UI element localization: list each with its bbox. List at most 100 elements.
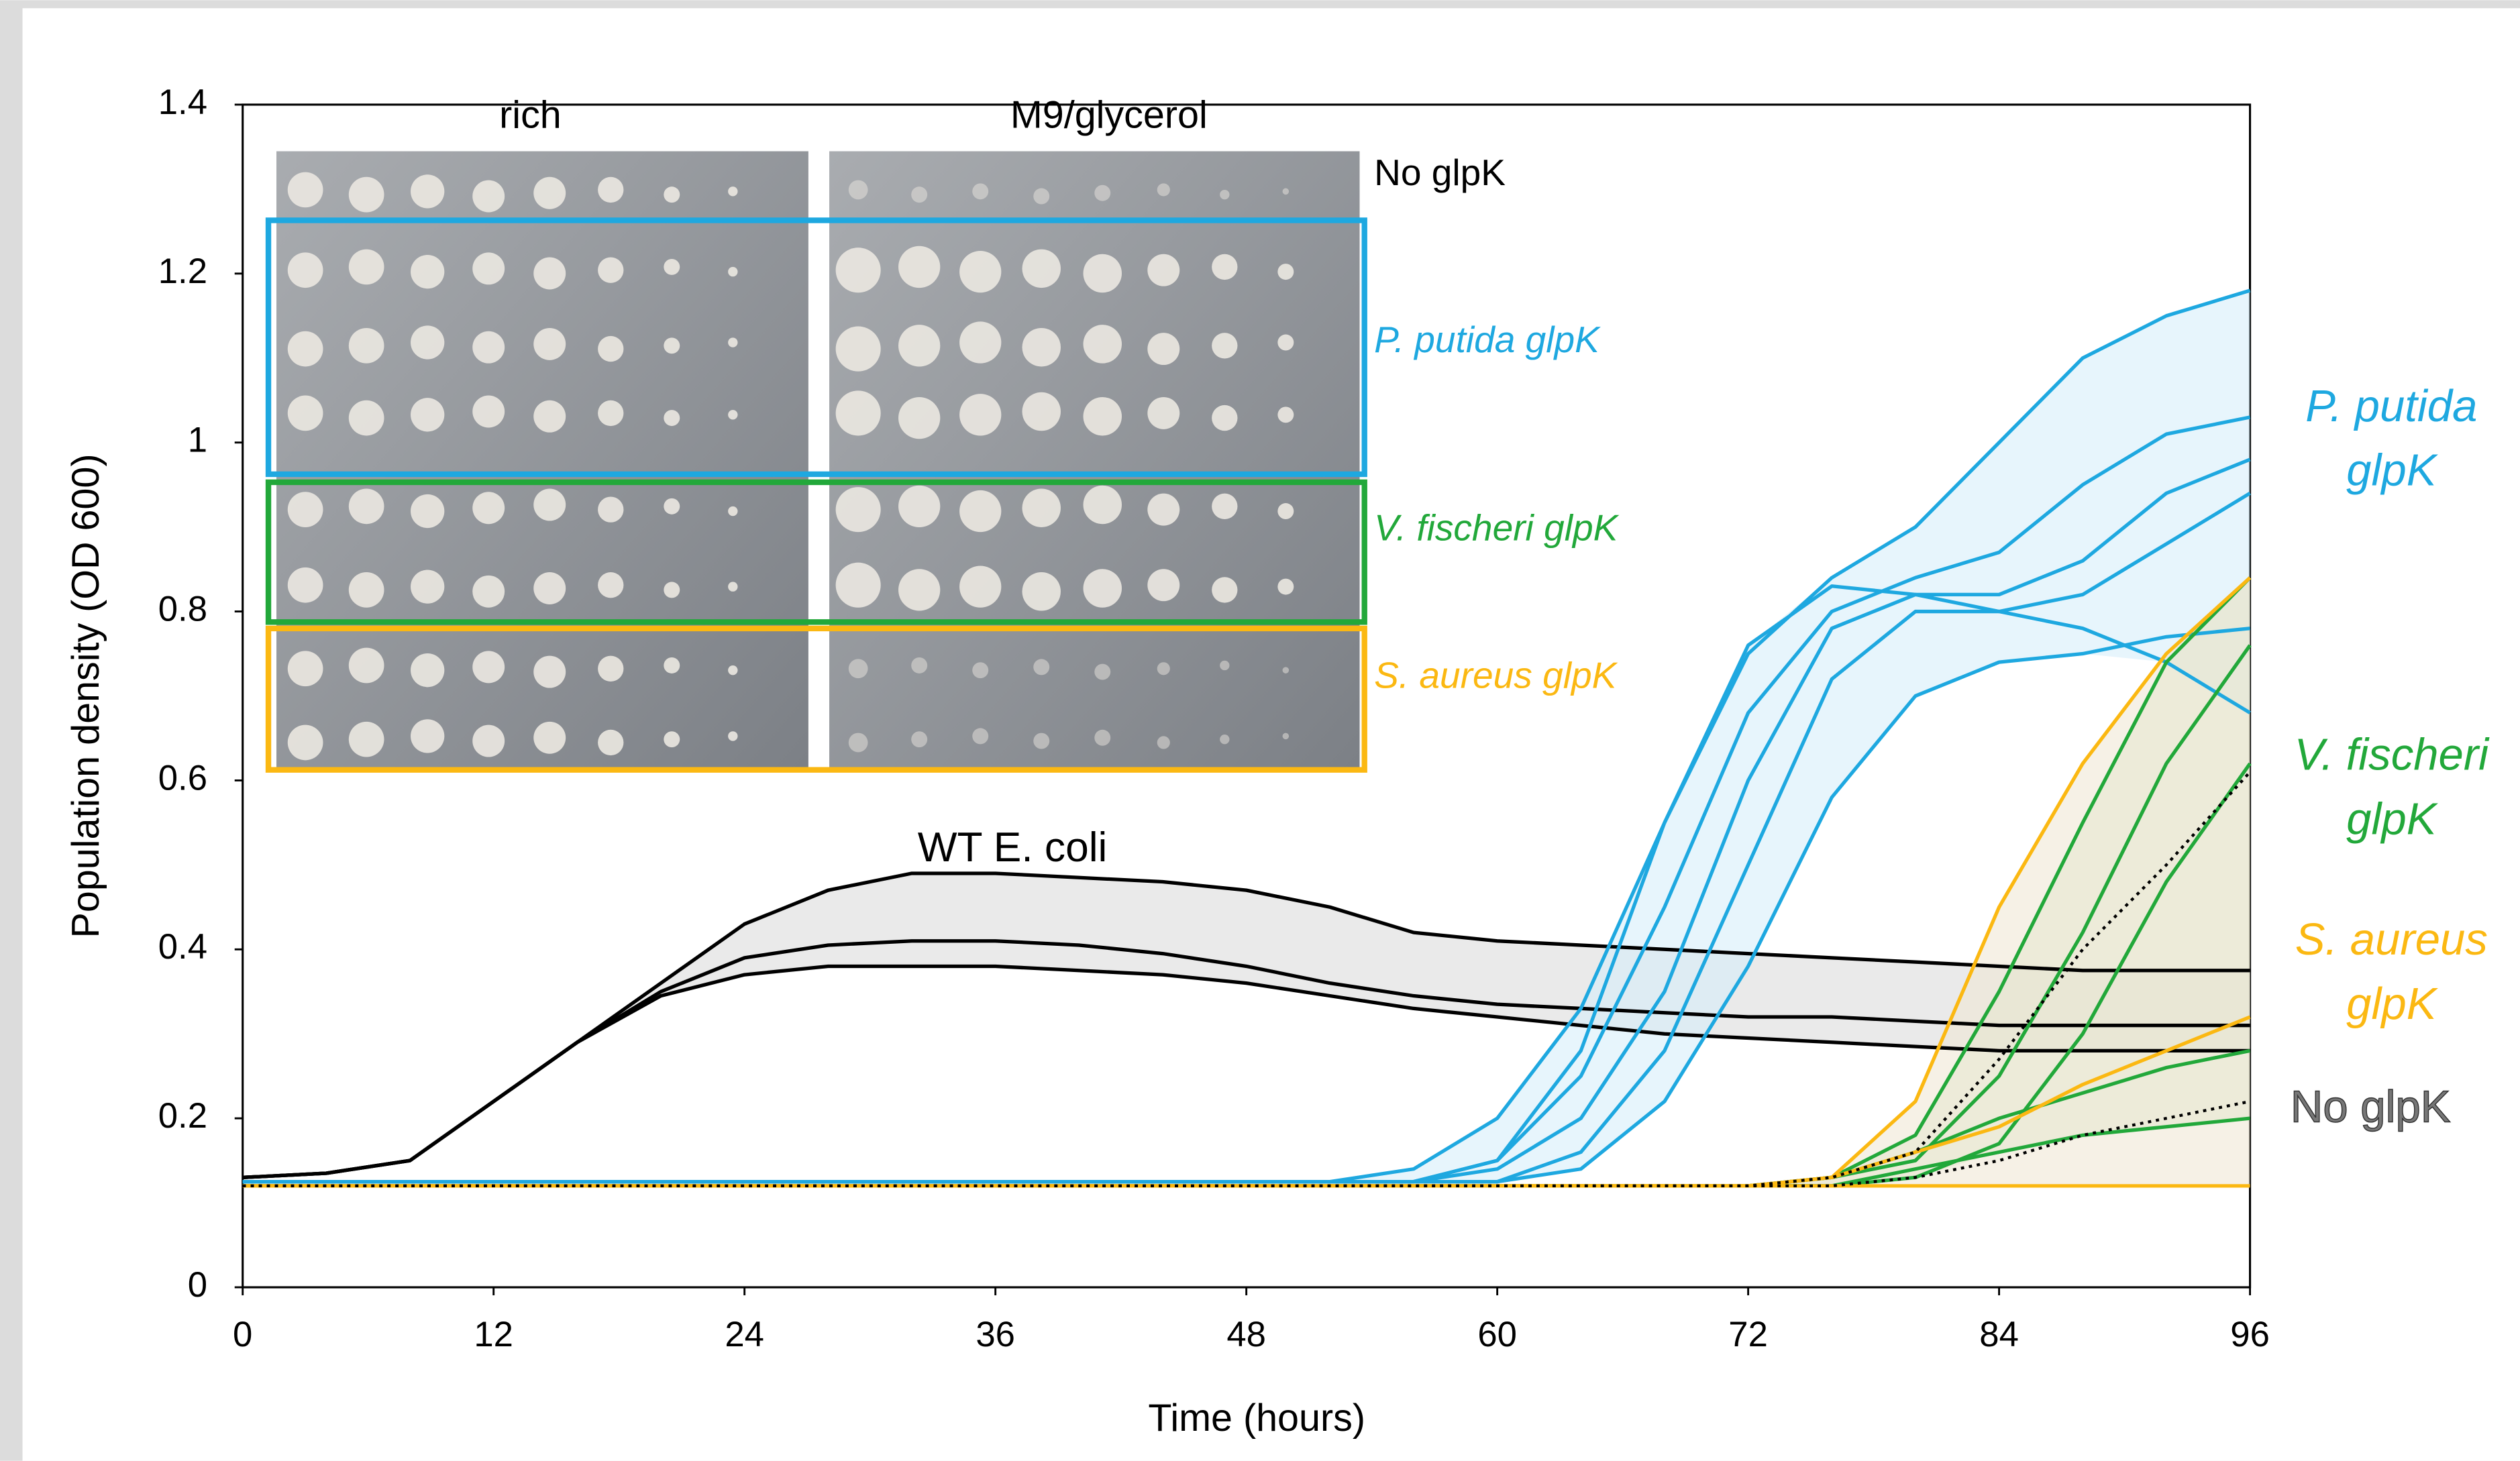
colony — [664, 259, 680, 275]
colony — [411, 325, 444, 359]
x-tick-label: 96 — [2230, 1315, 2270, 1354]
colony — [411, 398, 444, 431]
inset-row-label: S. aureus glpK — [1374, 655, 1618, 696]
colony — [1277, 579, 1294, 595]
colony — [728, 582, 737, 591]
colony — [1094, 730, 1110, 746]
x-tick-label: 12 — [474, 1315, 513, 1354]
colony — [1147, 397, 1179, 429]
colony — [411, 255, 444, 288]
colony — [411, 174, 444, 208]
y-tick-label: 1.4 — [158, 83, 207, 122]
colony — [349, 648, 384, 684]
chart: 00.20.40.60.811.21.401224364860728496 ri… — [0, 0, 2520, 1461]
colony — [598, 258, 623, 283]
colony — [664, 657, 680, 673]
colony — [728, 731, 737, 741]
colony — [1212, 254, 1237, 280]
series-label-text: S. aureus glpK — [2263, 900, 2520, 1045]
colony — [1094, 664, 1110, 680]
inset-column-label: M9/glycerol — [1010, 93, 1208, 136]
colony — [1084, 397, 1122, 435]
colony — [728, 267, 737, 276]
inset-row-label: P. putida glpK — [1374, 319, 1601, 360]
series-label: V. fischeri glpK — [2263, 715, 2520, 860]
x-tick-label: 24 — [725, 1315, 764, 1354]
colony — [1022, 328, 1060, 366]
colony — [836, 563, 881, 608]
colony — [1157, 736, 1170, 749]
colony — [911, 731, 927, 747]
colony — [288, 567, 323, 603]
colony — [472, 651, 505, 683]
series-label: No glpK — [2242, 1035, 2499, 1180]
colony — [959, 565, 1001, 607]
series-label-text: V. fischeri glpK — [2263, 715, 2520, 860]
colony — [1022, 250, 1060, 288]
colony — [959, 321, 1001, 363]
x-tick-label: 36 — [976, 1315, 1015, 1354]
series-label: WT E. coli — [852, 775, 1173, 920]
colony — [349, 400, 384, 436]
colony — [1283, 667, 1290, 673]
colony — [288, 492, 323, 527]
x-tick-label: 60 — [1477, 1315, 1517, 1354]
x-tick-label: 0 — [233, 1315, 252, 1354]
colony — [1283, 188, 1290, 195]
colony — [1212, 577, 1237, 602]
colony — [533, 488, 566, 521]
colony — [598, 400, 623, 426]
x-tick-label: 72 — [1728, 1315, 1768, 1354]
colony — [898, 486, 940, 527]
colony — [598, 336, 623, 362]
inset-row-label: No glpK — [1374, 152, 1506, 193]
colony — [1147, 333, 1179, 365]
colony — [472, 331, 505, 364]
colony — [1283, 733, 1290, 740]
colony — [288, 651, 323, 686]
y-tick-label: 1 — [188, 421, 207, 460]
inset-column-label: rich — [499, 93, 562, 136]
colony — [664, 731, 680, 747]
colony — [1147, 569, 1179, 601]
colony — [472, 725, 505, 757]
colony — [728, 506, 737, 516]
colony — [1277, 503, 1294, 519]
colony — [959, 394, 1001, 435]
series-label: S. aureus glpK — [2263, 900, 2520, 1045]
colony — [1022, 488, 1060, 527]
colony — [288, 172, 323, 208]
colony — [411, 494, 444, 528]
colony — [472, 492, 505, 524]
colony — [849, 659, 868, 678]
colony — [349, 328, 384, 364]
colony — [664, 582, 680, 598]
colony — [849, 733, 868, 753]
colony — [1157, 662, 1170, 675]
colony — [849, 180, 868, 200]
colony — [911, 657, 927, 673]
colony — [728, 665, 737, 675]
colony — [1022, 392, 1060, 431]
colony — [533, 400, 566, 433]
colony — [472, 576, 505, 608]
colony — [533, 572, 566, 604]
colony — [972, 662, 988, 678]
y-tick-label: 0.8 — [158, 589, 207, 629]
colony — [533, 177, 566, 209]
x-tick-label: 84 — [1979, 1315, 2019, 1354]
colony — [411, 719, 444, 753]
colony — [288, 331, 323, 367]
colony — [349, 250, 384, 285]
colony — [1220, 735, 1229, 744]
colony — [1277, 264, 1294, 280]
colony — [1084, 569, 1122, 607]
colony — [836, 248, 881, 292]
colony — [836, 390, 881, 435]
colony — [1277, 335, 1294, 351]
colony — [1220, 190, 1229, 199]
colony — [664, 337, 680, 354]
colony — [664, 410, 680, 426]
colony — [1084, 486, 1122, 524]
colony — [728, 337, 737, 347]
